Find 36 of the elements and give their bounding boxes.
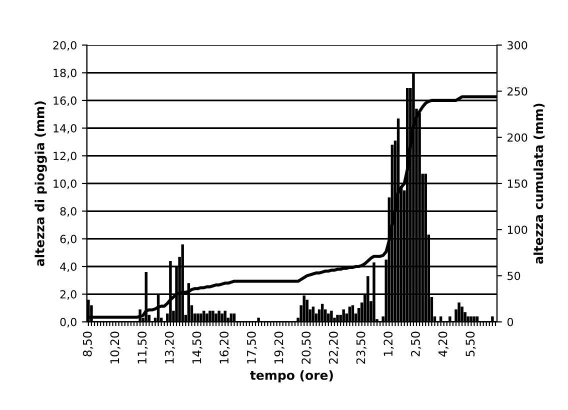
y2-tick-label: 200 [508,133,528,142]
y-tick-label: 18,0 [54,68,76,78]
y2-tick-label: 300 [508,41,528,50]
y-tick-label: 2,0 [60,290,76,300]
y2-tick-label: 150 [508,179,528,188]
y-axis-title: altezza di pioggia (mm) [34,101,47,266]
x-tick-label: 17,50 [246,332,258,364]
x-tick-label: 1,20 [384,332,394,356]
y-tick-label: 0,0 [60,318,76,328]
y2-tick-label: 0 [507,318,514,326]
y-tick-label: 14,0 [54,124,76,134]
x-tick-label: 23,50 [356,332,366,364]
y-tick-label: 8,0 [60,207,76,217]
x-tick-label: 13,20 [164,332,176,364]
x-tick-label: 5,50 [466,332,476,356]
x-tick-label: 11,50 [138,332,148,364]
y-tick-label: 10,0 [54,179,76,189]
y2-axis-title: altezza cumulata (mm) [533,104,545,264]
y2-tick-label: 250 [508,87,528,96]
x-tick-label: 14,50 [192,332,202,364]
x-tick-label: 4,20 [438,332,448,357]
y2-tick-label: 50 [508,272,520,280]
y-tick-label: 20,0 [53,41,76,51]
x-tick-label: 22,20 [328,332,340,364]
y-tick-label: 6,0 [60,234,76,244]
x-axis-title: tempo (ore) [250,370,333,382]
y-tick-label: 4,0 [60,262,76,272]
x-tick-label: 20,50 [302,332,312,364]
x-tick-label: 10,20 [110,332,120,364]
y-tick-label: 12,0 [54,152,76,162]
y-tick-label: 16,0 [54,96,76,106]
x-tick-label: 2,50 [410,332,422,356]
x-tick-label: 8,50 [82,332,94,356]
y2-tick-label: 100 [508,226,528,234]
x-tick-label: 16,20 [220,332,230,364]
x-tick-label: 19,20 [274,332,284,364]
